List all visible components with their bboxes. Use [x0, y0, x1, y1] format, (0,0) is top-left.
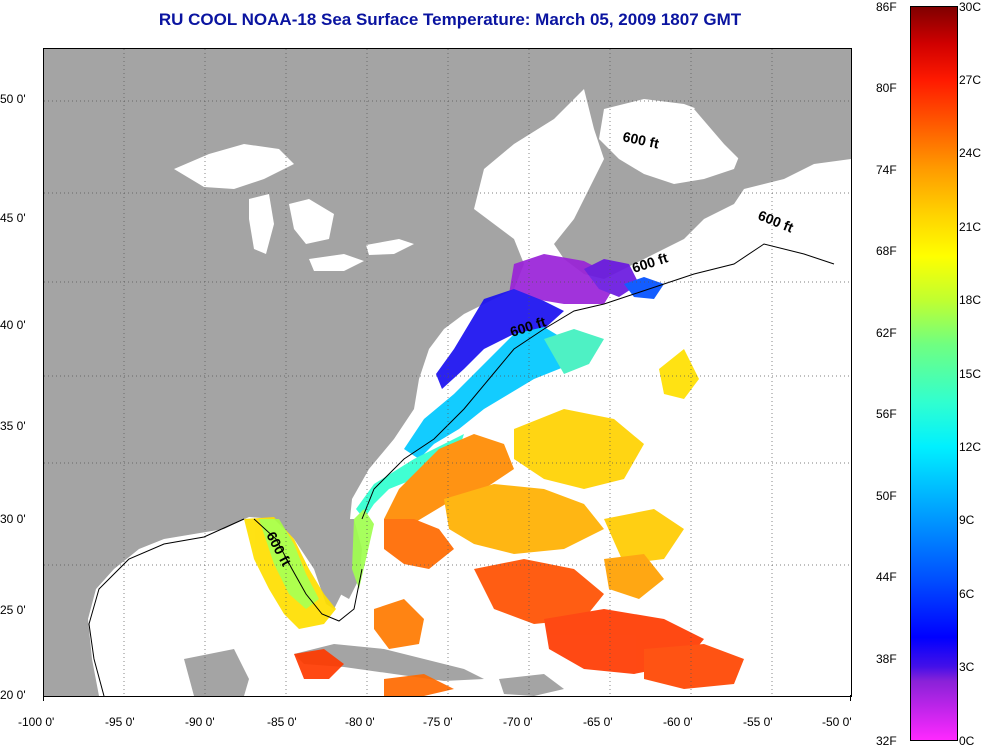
- colorbar-c-label: 24C: [959, 146, 982, 160]
- land-hispaniola: [499, 674, 564, 696]
- graticule: [44, 49, 851, 696]
- x-tick: [850, 695, 851, 701]
- colorbar-f-label: 50F: [876, 489, 897, 503]
- colorbar-f-label: 80F: [876, 81, 897, 95]
- land-yucatan: [184, 649, 249, 696]
- x-tick-label: -55 0': [743, 715, 773, 729]
- x-tick-label: -60 0': [663, 715, 693, 729]
- y-tick-label: 30 0': [0, 512, 26, 526]
- colorbar-f-label: 56F: [876, 407, 897, 421]
- x-tick-label: -95 0': [105, 715, 135, 729]
- land-newfoundland: [694, 64, 834, 169]
- contour-label-1: 600 ft: [621, 128, 660, 151]
- isobath-600ft: [253, 243, 835, 622]
- colorbar-c-label: 0C: [959, 734, 975, 748]
- y-tick-label: 20 0': [0, 688, 26, 702]
- y-tick-label: 35 0': [0, 419, 26, 433]
- isobath-gulf: [88, 518, 245, 696]
- x-tick: [43, 695, 44, 701]
- map-canvas: 600 ft 600 ft 600 ft 600 ft 600 ft: [44, 49, 851, 696]
- y-tick-label: 45 0': [0, 211, 26, 225]
- sst-map[interactable]: 600 ft 600 ft 600 ft 600 ft 600 ft: [43, 48, 852, 697]
- x-tick-label: -70 0': [503, 715, 533, 729]
- colorbar-c-label: 18C: [959, 293, 982, 307]
- x-tick-label: -85 0': [267, 715, 297, 729]
- contour-label-2: 600 ft: [756, 207, 796, 236]
- colorbar-c-label: 12C: [959, 440, 982, 454]
- x-tick-label: -80 0': [345, 715, 375, 729]
- x-tick-label: -75 0': [423, 715, 453, 729]
- colorbar-c-label: 27C: [959, 73, 982, 87]
- x-tick-label: -50 0': [822, 715, 852, 729]
- colorbar-f-label: 68F: [876, 244, 897, 258]
- colorbar-f-label: 74F: [876, 163, 897, 177]
- colorbar-c-label: 15C: [959, 367, 982, 381]
- colorbar-c-label: 21C: [959, 220, 982, 234]
- colorbar-c-label: 9C: [959, 513, 975, 527]
- y-tick-label: 40 0': [0, 318, 26, 332]
- colorbar-c-label: 3C: [959, 660, 975, 674]
- colorbar-f-label: 44F: [876, 570, 897, 584]
- land-north-america: [44, 49, 584, 696]
- colorbar-f-label: 38F: [876, 652, 897, 666]
- land-cuba: [294, 644, 484, 681]
- colorbar-f-label: 32F: [876, 734, 897, 748]
- sst-shading: [244, 254, 744, 696]
- temperature-colorbar: [910, 6, 958, 741]
- colorbar-c-label: 6C: [959, 587, 975, 601]
- y-tick-label: 50 0': [0, 92, 26, 106]
- colorbar-f-label: 86F: [876, 0, 897, 14]
- y-tick-label: 25 0': [0, 603, 26, 617]
- great-lakes: [174, 144, 414, 271]
- colorbar-c-label: 30C: [959, 0, 982, 14]
- x-tick-label: -100 0': [18, 715, 55, 729]
- map-title: RU COOL NOAA-18 Sea Surface Temperature:…: [158, 10, 742, 29]
- x-tick-label: -90 0': [185, 715, 215, 729]
- x-tick-label: -65 0': [583, 715, 613, 729]
- colorbar-f-label: 62F: [876, 326, 897, 340]
